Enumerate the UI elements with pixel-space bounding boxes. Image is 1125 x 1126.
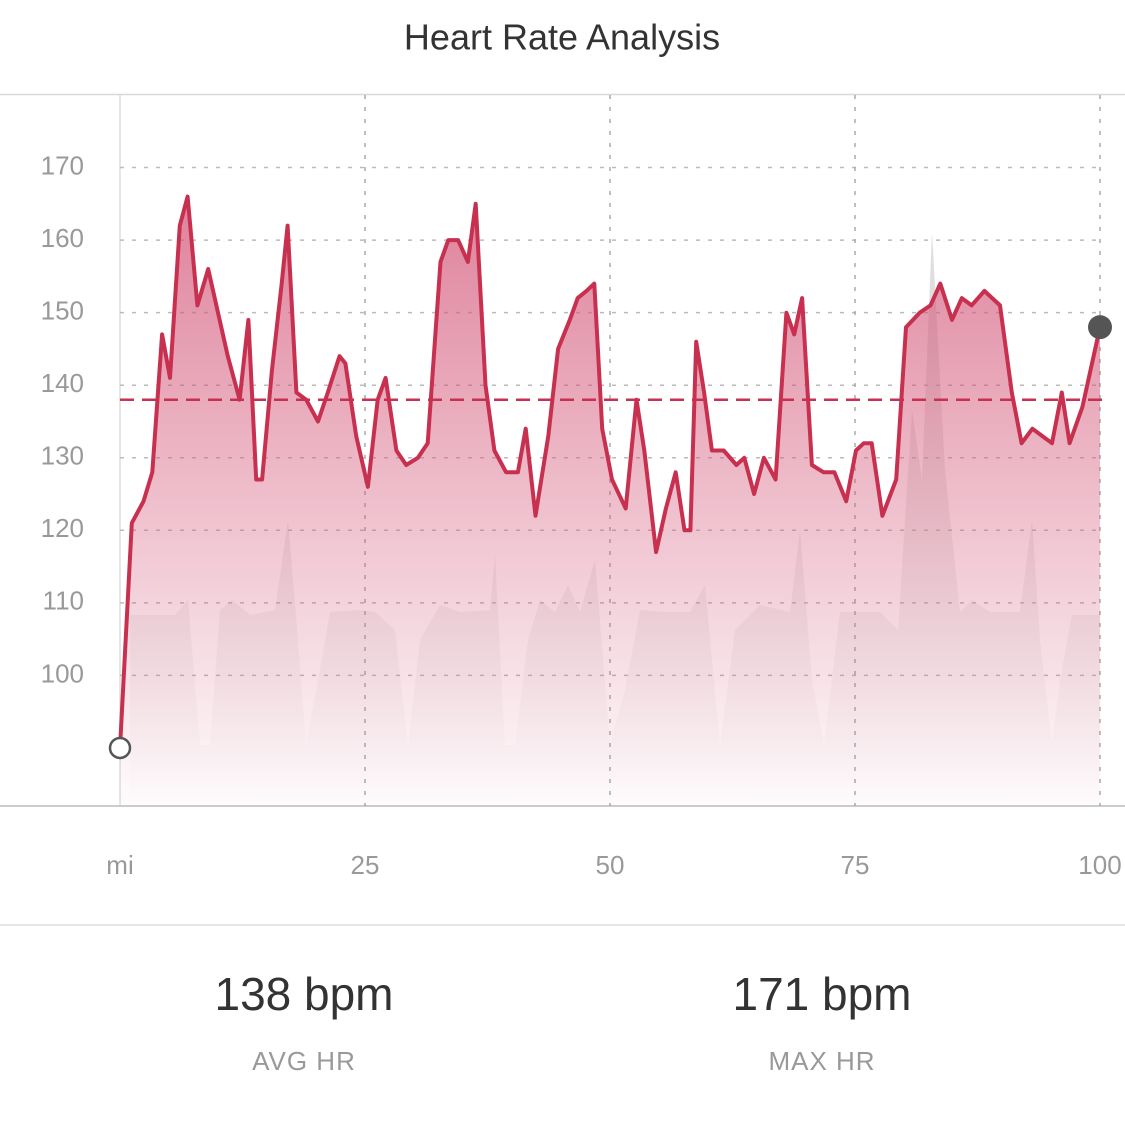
y-tick-label: 150 — [41, 296, 84, 326]
start-marker — [108, 736, 132, 760]
y-tick-label: 100 — [41, 658, 84, 688]
stats: 138 bpm AVG HR 171 bpm MAX HR — [214, 968, 911, 1076]
area — [120, 196, 1100, 807]
y-tick-label: 160 — [41, 223, 84, 253]
y-tick-label: 140 — [41, 368, 84, 398]
y-tick-label: 170 — [41, 150, 84, 180]
y-tick-label: 110 — [43, 586, 84, 616]
end-marker — [1088, 315, 1112, 340]
x-tick-label: 25 — [351, 850, 380, 880]
y-tick-label: 130 — [41, 441, 84, 471]
stat-value: 138 bpm — [214, 968, 393, 1020]
stat-label: AVG HR — [252, 1046, 356, 1076]
line — [118, 194, 1102, 749]
x-tick-label: 75 — [841, 850, 870, 880]
chart-title: Heart Rate Analysis — [404, 17, 720, 58]
stat-value: 171 bpm — [732, 968, 911, 1020]
x-tick-label: 100 — [1078, 850, 1121, 880]
stat-label: MAX HR — [768, 1046, 875, 1076]
x-tick-label: 50 — [596, 850, 625, 880]
y-tick-label: 120 — [41, 513, 84, 543]
x-tick-label: mi — [106, 850, 133, 880]
